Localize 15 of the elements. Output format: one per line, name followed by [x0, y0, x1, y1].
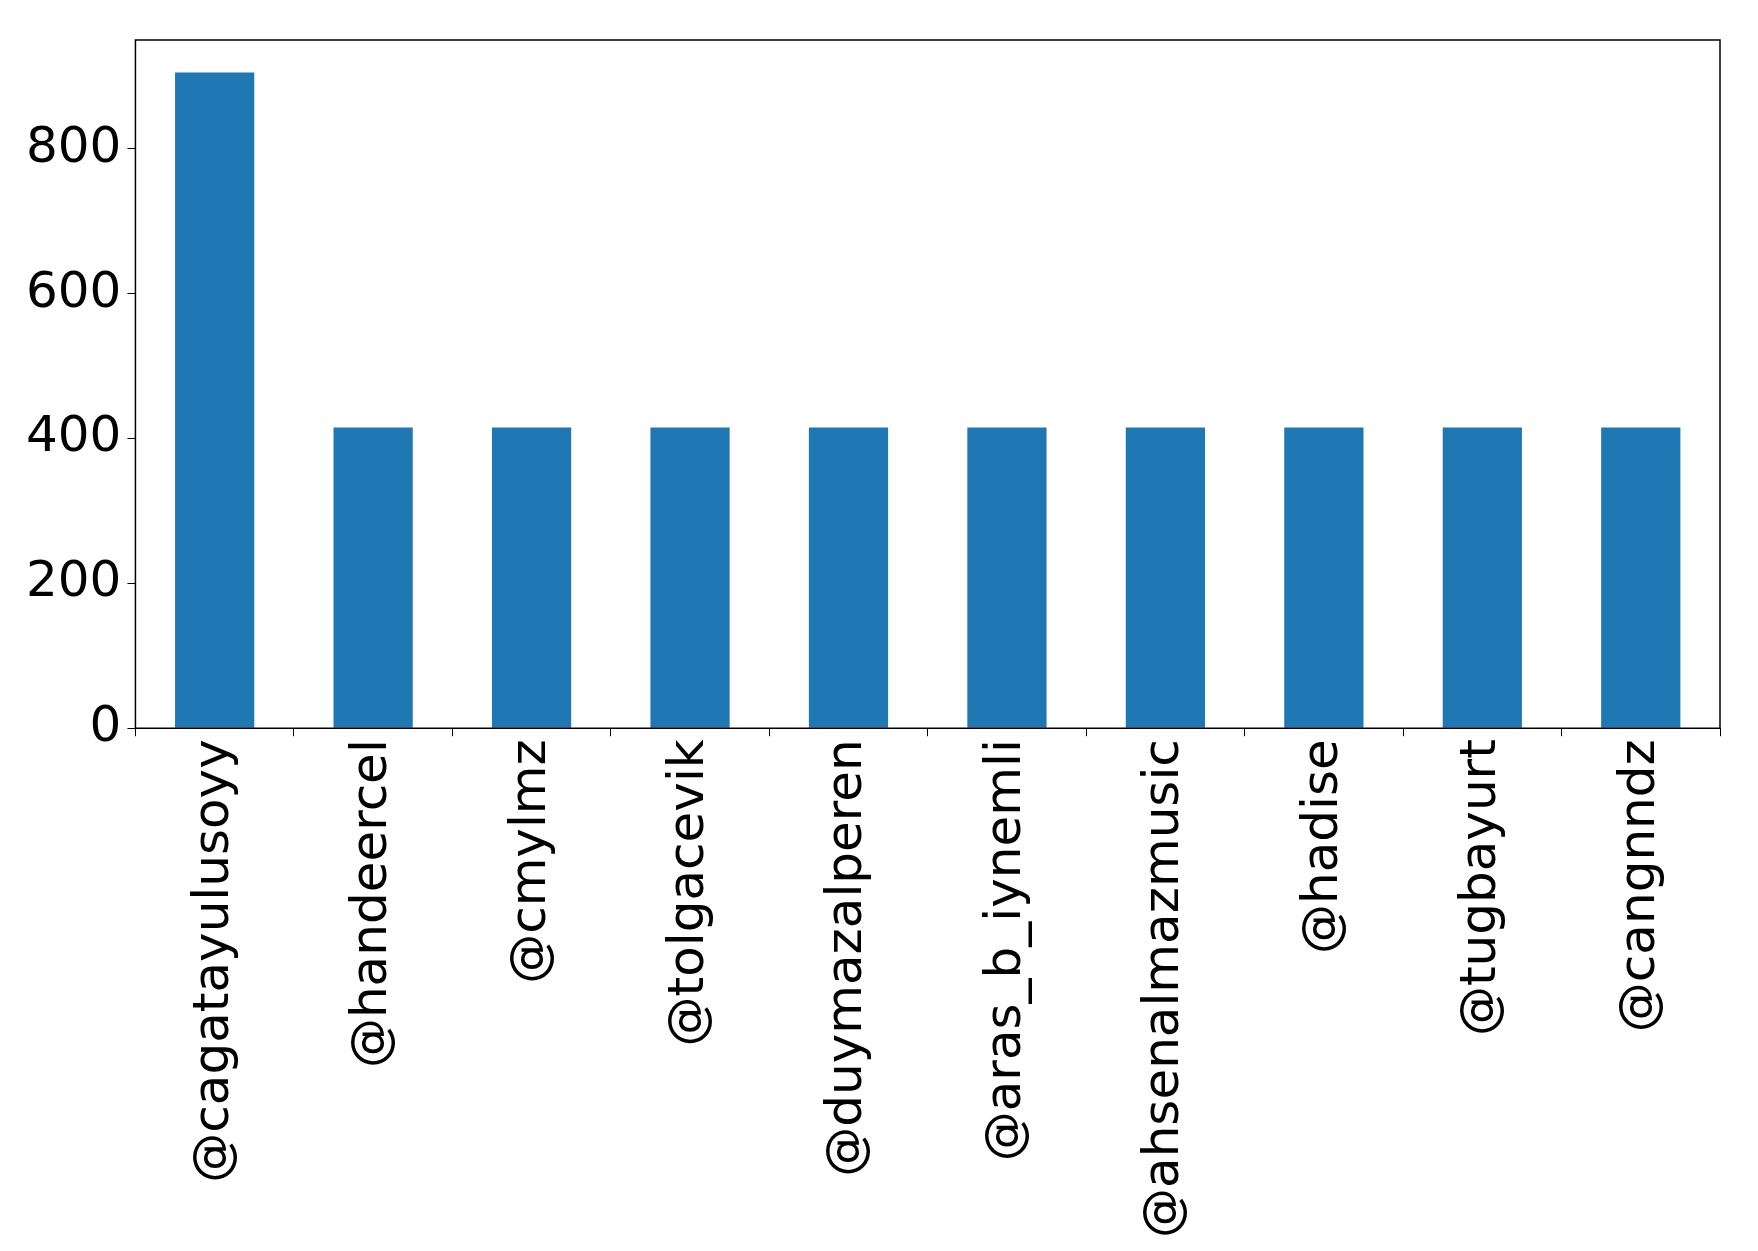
y-tick-label: 600: [26, 260, 122, 319]
y-tick-label: 800: [26, 115, 122, 174]
y-tick-label: 400: [26, 405, 122, 464]
y-tick-label: 200: [26, 550, 122, 609]
x-tick-label: @cmylmz: [498, 739, 557, 984]
x-tick-label: @duymazalperen: [815, 739, 874, 1177]
x-tick-label: @tolgacevik: [657, 739, 716, 1047]
y-tick-label: 0: [89, 695, 122, 754]
x-tick-label: @hadise: [1290, 739, 1349, 954]
x-tick-label: @cagatayulusoyy: [181, 739, 240, 1183]
x-tick-label: @ahsenalmazmusic: [1132, 739, 1191, 1238]
x-tick-label: @aras_b_iynemli: [973, 739, 1032, 1162]
x-tick-label: @tugbayurt: [1449, 739, 1508, 1037]
x-tick-label: @cangnndz: [1607, 739, 1666, 1033]
x-tick-label: @handeercel: [340, 739, 399, 1069]
